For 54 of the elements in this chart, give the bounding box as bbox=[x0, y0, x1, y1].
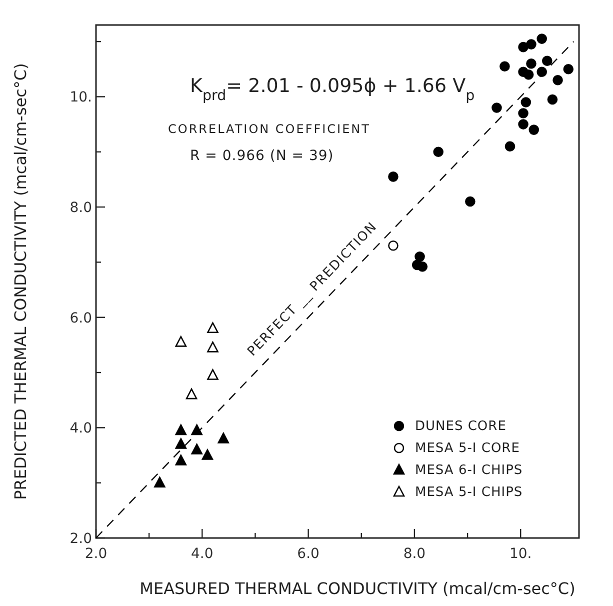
point bbox=[175, 424, 187, 436]
point bbox=[414, 252, 425, 262]
point bbox=[207, 369, 218, 380]
legend-label: MESA 5-I CORE bbox=[415, 441, 520, 456]
annotation: R = 0.966 (N = 39) bbox=[190, 148, 334, 164]
y-tick-label: 2.0 bbox=[70, 531, 92, 547]
point bbox=[520, 97, 532, 108]
annotation: K$_{prd}$= 2.01 - 0.095ϕ + 1.66 V$_{p}$ bbox=[190, 75, 475, 104]
point bbox=[518, 108, 528, 118]
x-tick-label: 8.0 bbox=[403, 546, 426, 562]
x-tick-label: 10. bbox=[509, 546, 532, 562]
x-tick-label: 4.0 bbox=[191, 546, 214, 562]
x-tick-label: 2.0 bbox=[84, 546, 108, 562]
legend-label: MESA 6-I CHIPS bbox=[415, 463, 523, 478]
legend-label: DUNES CORE bbox=[415, 419, 506, 434]
point bbox=[465, 196, 476, 207]
point bbox=[191, 424, 202, 436]
point bbox=[500, 61, 510, 72]
point bbox=[526, 39, 536, 50]
point bbox=[175, 438, 187, 449]
point bbox=[388, 172, 398, 182]
point bbox=[518, 119, 528, 130]
point bbox=[175, 336, 187, 347]
annotation: CORRELATION COEFFICIENT bbox=[168, 122, 370, 136]
point bbox=[552, 75, 563, 86]
point bbox=[154, 476, 166, 488]
x-tick-label: 6.0 bbox=[297, 546, 320, 562]
y-tick-label: 6.0 bbox=[70, 310, 92, 326]
point bbox=[218, 432, 230, 444]
point bbox=[526, 58, 536, 69]
point bbox=[186, 388, 198, 400]
point bbox=[518, 42, 528, 52]
point bbox=[191, 444, 202, 454]
y-tick-label: 8.0 bbox=[70, 200, 92, 216]
point bbox=[202, 449, 214, 460]
point bbox=[175, 454, 187, 466]
y-axis-title: PREDICTED THERMAL CONDUCTIVITY (mcal/cm-sec°C) bbox=[11, 63, 30, 500]
point bbox=[207, 342, 218, 352]
legend-label: MESA 5-I CHIPS bbox=[415, 485, 523, 500]
x-axis-title: MEASURED THERMAL CONDUCTIVITY (mcal/cm-sec°C) bbox=[140, 579, 576, 598]
y-tick-label: 10. bbox=[70, 90, 92, 106]
point bbox=[528, 124, 540, 135]
point bbox=[547, 94, 558, 105]
point bbox=[417, 261, 428, 272]
point bbox=[504, 141, 516, 152]
point bbox=[523, 69, 534, 80]
point bbox=[536, 34, 547, 44]
point bbox=[207, 322, 218, 334]
y-tick-label: 4.0 bbox=[70, 420, 92, 437]
point bbox=[388, 240, 398, 251]
point bbox=[433, 146, 444, 158]
point bbox=[542, 56, 552, 66]
point bbox=[563, 64, 574, 74]
point bbox=[492, 102, 502, 113]
